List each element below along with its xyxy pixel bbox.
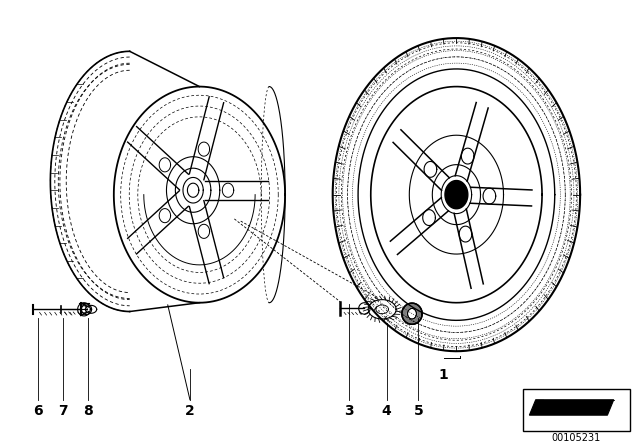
Text: 4: 4 <box>381 404 392 418</box>
Text: 8: 8 <box>84 404 93 418</box>
Polygon shape <box>529 400 614 415</box>
Text: 5: 5 <box>413 404 423 418</box>
Text: 7: 7 <box>58 404 68 418</box>
Polygon shape <box>445 181 468 209</box>
Text: 1: 1 <box>439 369 449 383</box>
Text: 2: 2 <box>185 404 195 418</box>
Text: 00105231: 00105231 <box>552 433 601 443</box>
Bar <box>523 389 630 431</box>
Text: 3: 3 <box>344 404 353 418</box>
Text: 6: 6 <box>33 404 42 418</box>
Polygon shape <box>408 308 417 319</box>
Polygon shape <box>402 303 422 324</box>
